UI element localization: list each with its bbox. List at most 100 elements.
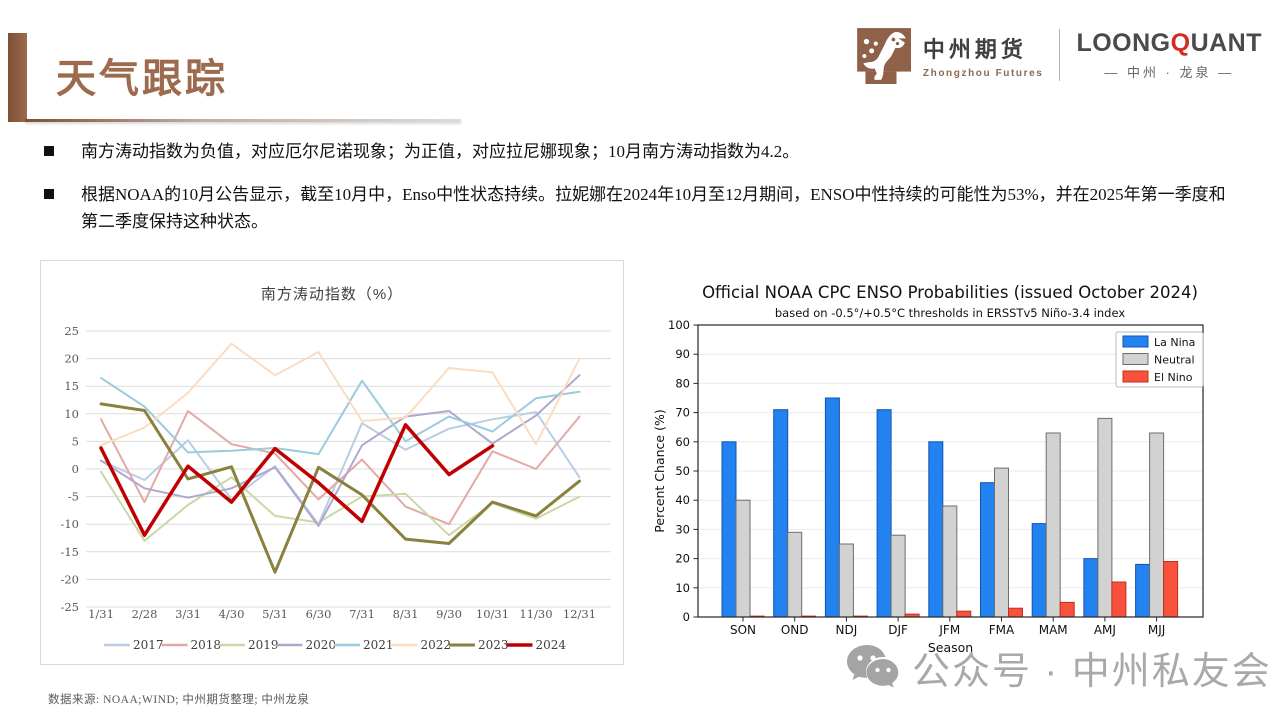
y-tick-label: 20: [64, 352, 79, 366]
loongquant-wordmark: LOONGQUANT: [1076, 29, 1262, 57]
bar-neutral-MAM: [1045, 432, 1061, 618]
bar-el-nino-FMA: [1008, 607, 1023, 618]
legend-label-el-nino: El Nino: [1154, 371, 1193, 384]
bullet-item: 南方涛动指数为负值，对应厄尔尼诺现象；为正值，对应拉尼娜现象；10月南方涛动指数…: [44, 139, 1236, 165]
x-tick-label: 7/31: [349, 607, 375, 621]
loongquant-logo: LOONGQUANT — 中州 · 龙泉 —: [1076, 29, 1262, 81]
x-tick-label: OND: [781, 623, 809, 637]
y-tick-label: 0: [683, 610, 690, 624]
x-tick-label: 4/30: [219, 607, 245, 621]
x-tick-label: FMA: [989, 623, 1015, 637]
bar-la-nina-SON: [721, 441, 737, 618]
bar-neutral-FMA: [994, 467, 1009, 618]
x-tick-label: DJF: [888, 623, 908, 637]
zhongzhou-name: 中州期货: [922, 36, 1027, 62]
y-tick-label: -20: [60, 572, 79, 586]
title-accent-bar: [8, 33, 27, 122]
enso-chart-subtitle: based on -0.5°/+0.5°C thresholds in ERSS…: [775, 306, 1125, 320]
y-tick-label: 10: [675, 581, 690, 595]
enso-bar-chart: Official NOAA CPC ENSO Probabilities (is…: [652, 283, 1204, 655]
x-axis-label: Season: [928, 640, 973, 655]
bar-el-nino-MAM: [1059, 601, 1075, 618]
legend-label-2023: 2023: [478, 638, 509, 652]
bar-neutral-MJJ: [1149, 432, 1165, 618]
legend-label-2019: 2019: [248, 638, 279, 652]
x-tick-label: 8/31: [393, 607, 419, 621]
bar-la-nina-NDJ: [824, 397, 840, 618]
y-tick-label: 60: [675, 435, 690, 449]
bar-el-nino-AMJ: [1111, 581, 1127, 618]
y-axis-label: Percent Chance (%): [652, 409, 667, 532]
watermark-text: 公众号 · 中州私友会: [912, 651, 1272, 693]
y-tick-label: 25: [64, 324, 79, 338]
loongquant-sub: — 中州 · 龙泉 —: [1104, 65, 1235, 80]
logo-divider: [1059, 29, 1061, 81]
page-title: 天气跟踪: [56, 57, 228, 101]
soi-series-line-2020: [100, 374, 581, 527]
y-tick-label: 100: [668, 318, 690, 332]
bar-el-nino-JFM: [956, 610, 972, 618]
bullet-item: 根据NOAA的10月公告显示，截至10月中，Enso中性状态持续。拉妮娜在202…: [44, 182, 1236, 235]
y-tick-label: 90: [675, 347, 690, 361]
legend-label-2020: 2020: [306, 638, 337, 652]
x-tick-label: 5/31: [262, 607, 288, 621]
y-tick-label: 0: [72, 462, 79, 476]
y-tick-label: 50: [675, 464, 690, 478]
y-tick-label: 5: [72, 434, 79, 448]
bullet-square-icon: [44, 189, 54, 200]
soi-chart-panel: 南方涛动指数（%） 25 20 15 10 5 0 -5 -10 -15 -20 -25 1/31 2/2…: [40, 260, 624, 665]
x-tick-label: SON: [730, 623, 756, 637]
wechat-icon: [847, 644, 899, 688]
x-tick-label: 2/28: [132, 607, 158, 621]
y-tick-label: -15: [60, 545, 79, 559]
x-tick-label: JFM: [938, 623, 960, 637]
soi-series-line-2024: [99, 423, 495, 537]
logo-group: 中州期货 Zhongzhou Futures LOONGQUANT — 中州 ·…: [853, 26, 1262, 84]
bar-neutral-JFM: [942, 505, 958, 618]
y-tick-label: 80: [675, 376, 690, 390]
bar-la-nina-OND: [773, 409, 789, 618]
x-tick-label: 9/30: [436, 607, 462, 621]
legend-label-2021: 2021: [363, 638, 394, 652]
x-tick-label: 12/31: [563, 607, 596, 621]
bar-neutral-OND: [787, 531, 803, 618]
x-tick-label: 3/31: [175, 607, 201, 621]
y-tick-label: 40: [675, 493, 690, 507]
bar-neutral-DJF: [890, 534, 906, 618]
x-tick-label: 6/30: [306, 607, 332, 621]
zhongzhou-name-en: Zhongzhou Futures: [922, 67, 1044, 79]
legend-swatch-neutral: [1122, 353, 1149, 365]
bar-la-nina-AMJ: [1083, 558, 1099, 618]
x-tick-label: MAM: [1039, 623, 1068, 637]
legend-label-2017: 2017: [133, 638, 164, 652]
y-tick-label: 20: [675, 552, 690, 566]
soi-series-line-2022: [100, 342, 581, 447]
bar-la-nina-DJF: [876, 409, 892, 618]
data-source-note: 数据来源: NOAA;WIND; 中州期货整理; 中州龙泉: [48, 694, 310, 706]
bar-la-nina-MJJ: [1135, 563, 1151, 618]
y-tick-label: 70: [675, 406, 690, 420]
bar-la-nina-JFM: [928, 441, 944, 618]
legend-label-2024: 2024: [536, 638, 567, 652]
x-tick-label: 10/31: [476, 607, 509, 621]
legend-swatch-la-nina: [1122, 335, 1149, 348]
bullet-text: 根据NOAA的10月公告显示，截至10月中，Enso中性状态持续。拉妮娜在202…: [81, 185, 1226, 231]
y-tick-label: 15: [64, 379, 79, 393]
enso-chart-title: Official NOAA CPC ENSO Probabilities (is…: [702, 283, 1198, 302]
legend-label-2018: 2018: [191, 638, 222, 652]
soi-chart-title: 南方涛动指数（%）: [261, 286, 403, 303]
bar-neutral-SON: [735, 499, 751, 618]
legend-label-neutral: Neutral: [1154, 354, 1195, 367]
legend-swatch-el-nino: [1122, 370, 1149, 383]
bar-neutral-NDJ: [838, 543, 854, 618]
bullet-text: 南方涛动指数为负值，对应厄尔尼诺现象；为正值，对应拉尼娜现象；10月南方涛动指数…: [81, 142, 800, 161]
soi-series-line-2021: [100, 376, 581, 456]
bullet-square-icon: [44, 146, 54, 156]
bullet-list: 南方涛动指数为负值，对应厄尔尼诺现象；为正值，对应拉尼娜现象；10月南方涛动指数…: [44, 139, 1236, 252]
title-underline: [25, 119, 461, 122]
x-tick-label: NDJ: [836, 623, 858, 637]
legend-label-2022: 2022: [421, 638, 452, 652]
bar-el-nino-MJJ: [1163, 561, 1179, 618]
x-tick-label: MJJ: [1148, 623, 1165, 637]
y-tick-label: -10: [60, 517, 79, 531]
